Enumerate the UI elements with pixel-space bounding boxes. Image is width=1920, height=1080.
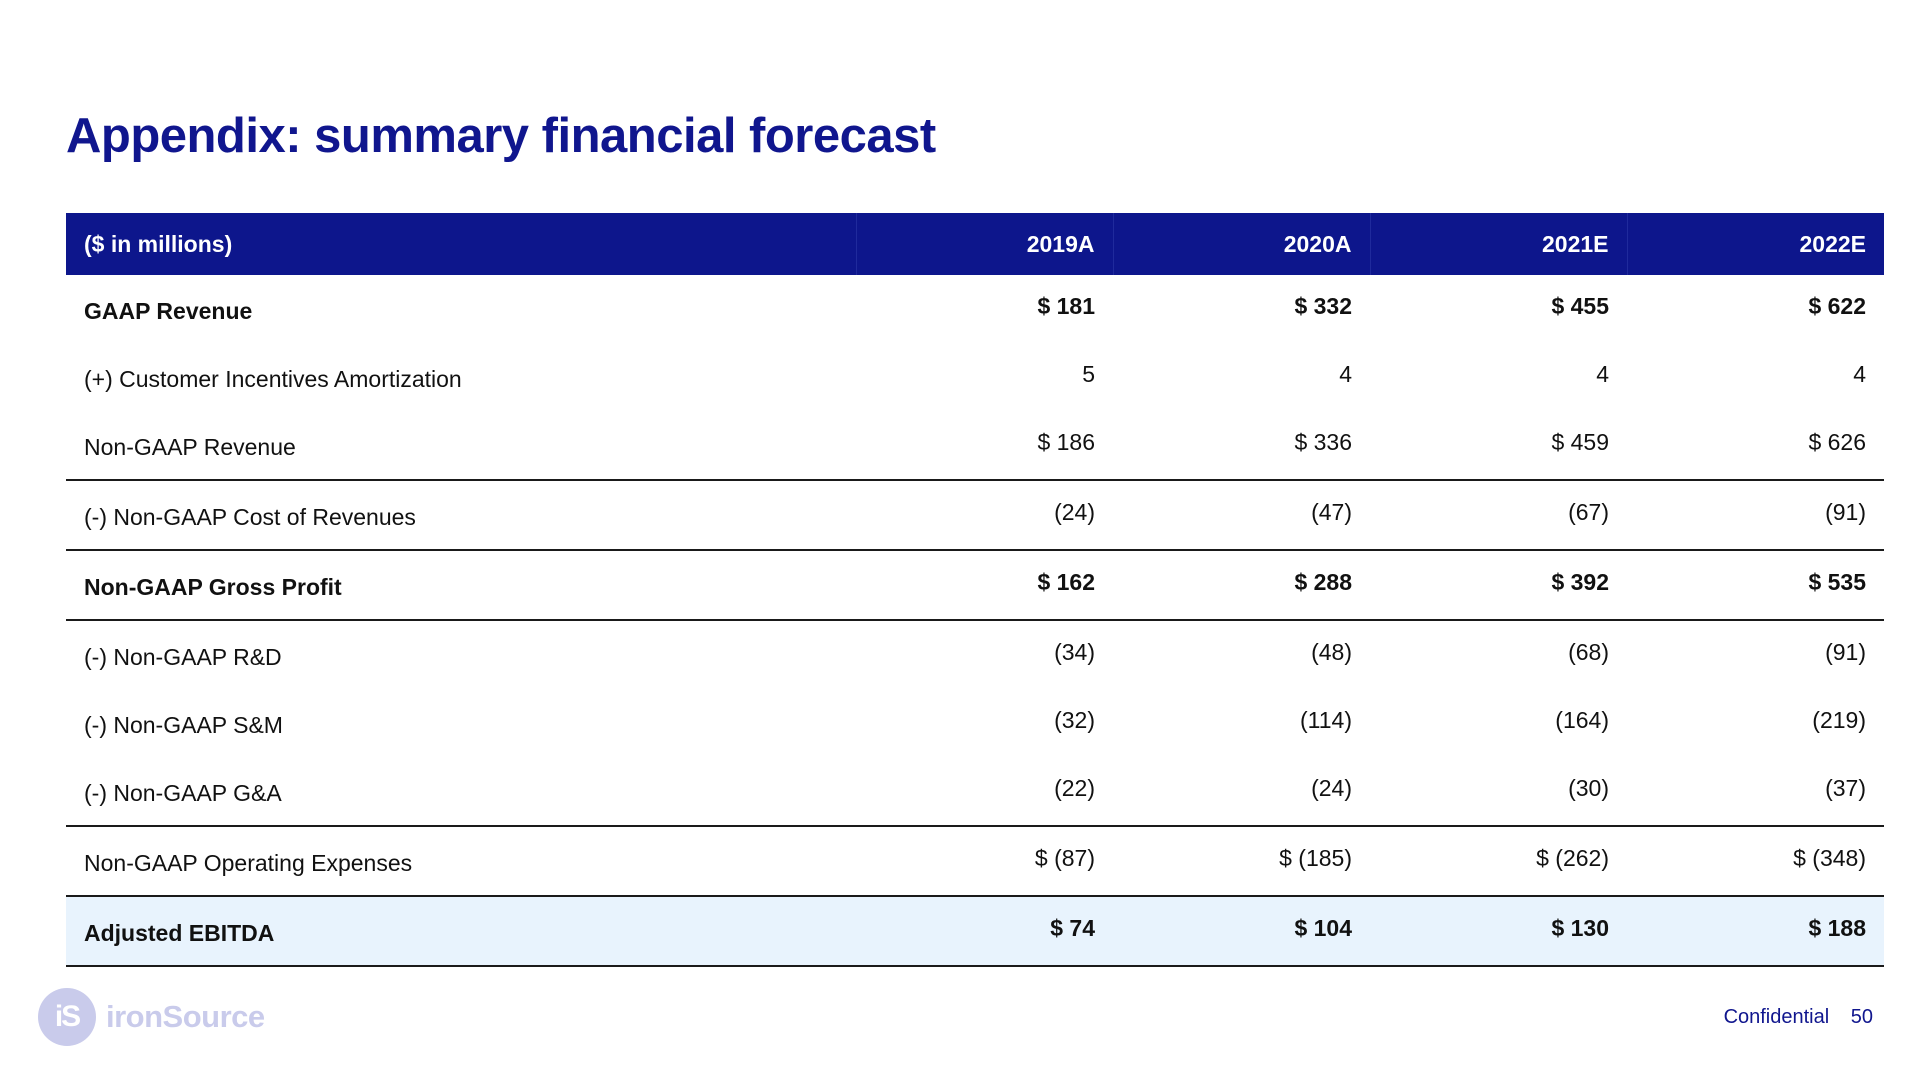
table-header-year: 2020A: [1112, 213, 1370, 275]
row-value: (91): [1825, 638, 1866, 665]
row-label: GAAP Revenue: [84, 297, 253, 324]
row-value: (219): [1812, 706, 1866, 733]
table-header-year: 2019A: [855, 213, 1113, 275]
row-value: 4: [1596, 360, 1609, 387]
row-value: (164): [1555, 706, 1609, 733]
row-value: (34): [1054, 638, 1095, 665]
row-label: (+) Customer Incentives Amortization: [84, 365, 462, 392]
row-value: $ 74: [856, 896, 1113, 967]
row-value: $ 622: [1808, 292, 1866, 319]
row-label: (-) Non-GAAP R&D: [84, 643, 282, 670]
table-row: GAAP Revenue $ 181 $ 332 $ 455 $ 622: [66, 275, 1884, 343]
row-label: Non-GAAP Operating Expenses: [66, 826, 856, 897]
row-value: $ 130: [1370, 896, 1627, 967]
financial-forecast-table: ($ in millions) 2019A 2020A 2021E 2022E …: [66, 213, 1884, 967]
row-value: (91): [1627, 480, 1884, 551]
row-value: $ 535: [1627, 550, 1884, 621]
table-header-units: ($ in millions): [66, 213, 856, 275]
row-value: (22): [856, 757, 1113, 827]
table-row: (-) Non-GAAP G&A (22) (24) (30) (37): [66, 757, 1884, 827]
row-label: (-) Non-GAAP Cost of Revenues: [66, 480, 856, 551]
row-value: (67): [1370, 480, 1627, 551]
row-value: $ (87): [856, 826, 1113, 897]
row-label: Non-GAAP Gross Profit: [66, 550, 856, 621]
row-value: (24): [1113, 757, 1370, 827]
row-value: $ 186: [856, 411, 1113, 481]
confidential-label: Confidential: [1723, 1006, 1830, 1028]
ironsource-logo-icon: iS: [38, 988, 96, 1046]
table-row: (-) Non-GAAP Cost of Revenues (24) (47) …: [66, 480, 1884, 551]
row-label: (-) Non-GAAP S&M: [84, 711, 283, 738]
row-value: (47): [1113, 480, 1370, 551]
table-row: Adjusted EBITDA $ 74 $ 104 $ 130 $ 188: [66, 896, 1884, 967]
row-value: $ (262): [1370, 826, 1627, 897]
row-value: 4: [1339, 360, 1352, 387]
table-header-year: 2021E: [1369, 213, 1627, 275]
row-value: $ 626: [1627, 411, 1884, 481]
table-row: Non-GAAP Operating Expenses $ (87) $ (18…: [66, 826, 1884, 897]
row-value: (30): [1370, 757, 1627, 827]
ironsource-logo: iS ironSource: [38, 988, 265, 1046]
row-value: (24): [856, 480, 1113, 551]
row-value: $ 104: [1113, 896, 1370, 967]
table-header-year: 2022E: [1626, 213, 1884, 275]
row-value: $ 455: [1551, 292, 1609, 319]
row-value: 4: [1853, 360, 1866, 387]
row-value: $ 162: [856, 550, 1113, 621]
page-title: Appendix: summary financial forecast: [66, 109, 936, 163]
page-number: 50: [1850, 1006, 1873, 1028]
table-row: (+) Customer Incentives Amortization 5 4…: [66, 343, 1884, 411]
row-value: $ 332: [1294, 292, 1352, 319]
row-value: $ (348): [1627, 826, 1884, 897]
row-value: $ 392: [1370, 550, 1627, 621]
table-row: (-) Non-GAAP R&D (34) (48) (68) (91): [66, 620, 1884, 689]
row-value: $ 459: [1370, 411, 1627, 481]
row-value: (114): [1300, 706, 1352, 733]
table-header-row: ($ in millions) 2019A 2020A 2021E 2022E: [66, 213, 1884, 275]
row-value: 5: [1082, 360, 1095, 387]
row-value: (32): [1054, 706, 1095, 733]
row-value: (68): [1568, 638, 1609, 665]
row-label: Adjusted EBITDA: [66, 896, 856, 967]
row-value: (37): [1627, 757, 1884, 827]
table-row: Non-GAAP Revenue $ 186 $ 336 $ 459 $ 626: [66, 411, 1884, 481]
row-label: Non-GAAP Revenue: [66, 411, 856, 481]
footer: Confidential 50: [1724, 1006, 1873, 1029]
row-value: $ 288: [1113, 550, 1370, 621]
row-value: $ 181: [1037, 292, 1095, 319]
row-value: $ 336: [1113, 411, 1370, 481]
table-row: (-) Non-GAAP S&M (32) (114) (164) (219): [66, 689, 1884, 757]
table-row: Non-GAAP Gross Profit $ 162 $ 288 $ 392 …: [66, 550, 1884, 621]
ironsource-logo-text: ironSource: [106, 999, 265, 1034]
row-label: (-) Non-GAAP G&A: [66, 757, 856, 827]
row-value: (48): [1311, 638, 1352, 665]
row-value: $ 188: [1627, 896, 1884, 967]
row-value: $ (185): [1113, 826, 1370, 897]
